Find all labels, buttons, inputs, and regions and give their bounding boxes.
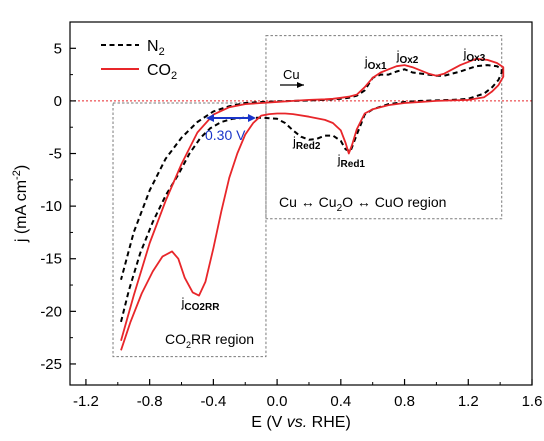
cu-arrow-head bbox=[297, 82, 304, 88]
peak-label-co2rr: jCO2RR bbox=[181, 295, 221, 313]
shift-value-label: 0.30 V bbox=[205, 127, 246, 143]
y-tick-label: 5 bbox=[54, 40, 62, 57]
x-tick-label: 1.2 bbox=[458, 393, 479, 410]
peak-annotations: jOx1 jOx2 jOx3 jRed2 jRed1 jCO2RR bbox=[181, 46, 486, 313]
y-tick-label: -25 bbox=[40, 356, 62, 373]
y-axis-title: j (mA cm-2) bbox=[11, 165, 30, 243]
x-tick-label: 0.8 bbox=[394, 393, 415, 410]
ticks-layer: -1.2 -0.8 -0.4 0.0 0.4 0.8 1.2 1.6 5 0 -5 -10 -15 -20… bbox=[40, 40, 542, 410]
series-layer bbox=[120, 57, 505, 351]
peak-label-ox3: jOx3 bbox=[462, 46, 485, 64]
x-tick-label: -0.4 bbox=[200, 393, 226, 410]
peak-label-red1: jRed1 bbox=[337, 152, 366, 170]
series-line-co2 bbox=[120, 57, 505, 351]
cu-oxidation-region-box bbox=[265, 35, 503, 220]
y-tick-label: -10 bbox=[40, 198, 62, 215]
x-tick-label: -1.2 bbox=[73, 393, 99, 410]
y-tick-label: -15 bbox=[40, 251, 62, 268]
co2rr-region-label: CO2RR region bbox=[165, 331, 254, 350]
cu-region-label: Cu ↔ Cu2O ↔ CuO region bbox=[279, 194, 446, 214]
cu-scan-arrow: Cu bbox=[280, 67, 304, 88]
x-tick-label: 0.4 bbox=[330, 393, 351, 410]
x-axis-title: E (V vs. RHE) bbox=[251, 414, 351, 431]
x-tick-label: 1.6 bbox=[522, 393, 543, 410]
y-tick-label: -20 bbox=[40, 303, 62, 320]
peak-label-ox2: jOx2 bbox=[396, 48, 419, 66]
cu-arrow-label: Cu bbox=[283, 67, 300, 82]
y-tick-label: 0 bbox=[54, 93, 62, 110]
shift-arrow-head-right bbox=[248, 114, 256, 122]
y-tick-label: -5 bbox=[49, 146, 62, 163]
peak-label-ox1: jOx1 bbox=[364, 54, 387, 72]
co2rr-region-box bbox=[112, 102, 267, 358]
plot-frame bbox=[69, 21, 533, 386]
x-tick-label: 0.0 bbox=[267, 393, 288, 410]
legend-label-n2: N2 bbox=[147, 38, 165, 58]
shift-arrow-head-left bbox=[206, 114, 214, 122]
x-tick-label: -0.8 bbox=[137, 393, 163, 410]
legend-label-co2: CO2 bbox=[147, 62, 177, 82]
onset-shift-arrow: 0.30 V bbox=[205, 114, 256, 143]
peak-label-red2: jRed2 bbox=[292, 134, 321, 152]
legend: N2 CO2 bbox=[101, 38, 177, 82]
